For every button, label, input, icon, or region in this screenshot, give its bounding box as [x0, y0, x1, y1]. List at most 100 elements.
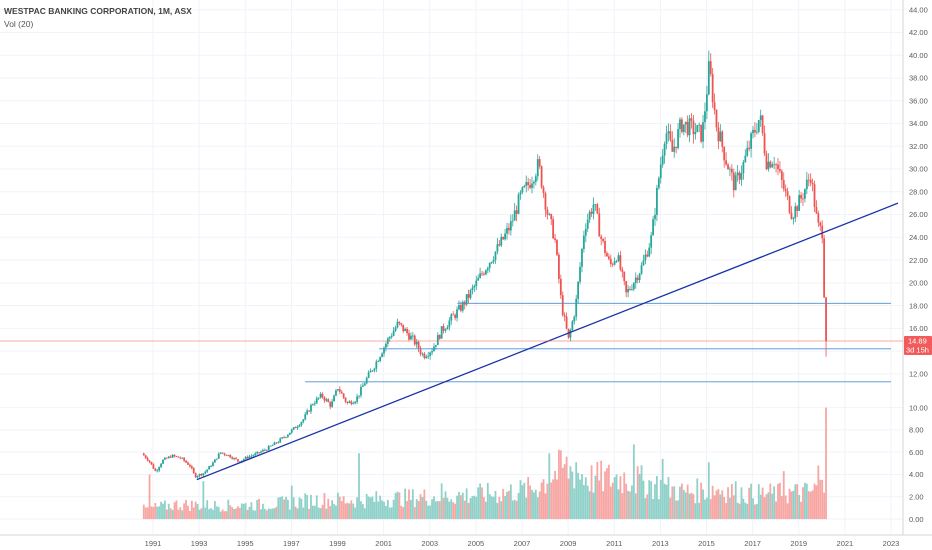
candle-body — [813, 184, 816, 208]
candle-body — [594, 204, 597, 206]
volume-bar — [705, 497, 708, 520]
volume-bar — [644, 498, 647, 520]
price-tick-label: 22.00 — [909, 256, 928, 265]
price-tick-label: 32.00 — [909, 142, 928, 151]
candle-body — [558, 254, 560, 279]
candle-body — [811, 182, 814, 185]
candle-body — [438, 335, 441, 339]
candle-body — [784, 188, 787, 192]
candle-body — [654, 214, 656, 220]
year-tick-label: 2021 — [837, 539, 854, 548]
candle-body — [679, 119, 681, 130]
volume-bar — [492, 496, 495, 520]
candle-body — [536, 159, 539, 177]
volume-bar — [552, 479, 555, 520]
candle-body — [792, 218, 795, 220]
volume-bar — [769, 483, 772, 520]
volume-bar — [606, 468, 608, 520]
candle-body — [444, 329, 447, 331]
volume-bar — [323, 493, 326, 520]
candle-body — [404, 329, 407, 332]
volume-bar — [679, 486, 681, 520]
volume-bar — [223, 511, 226, 520]
volume-bar — [212, 509, 214, 520]
trendline[interactable] — [196, 202, 899, 481]
volume-indicator-label[interactable]: Vol (20) — [4, 19, 34, 29]
time-axis[interactable]: 1991 1993 1995 1997 1999 2001 2003 2005 2007 2009… — [145, 539, 900, 548]
candle-body — [584, 228, 587, 236]
volume-bar — [742, 498, 745, 520]
candle-body — [642, 260, 645, 266]
volume-bar — [763, 497, 766, 520]
candle-body — [150, 461, 153, 465]
candle-body — [490, 261, 493, 263]
volume-bar — [294, 506, 297, 520]
volume-bar — [246, 509, 249, 520]
candle-body — [582, 235, 585, 249]
price-axis[interactable]: 12.0014.0016.0018.0020.0022.0024.0026.00… — [909, 5, 928, 378]
candle-body — [452, 314, 455, 316]
volume-bar — [148, 474, 151, 520]
price-tick-label: 40.00 — [909, 51, 928, 60]
candle-body — [656, 187, 658, 215]
candle-body — [604, 241, 606, 254]
candle-body — [621, 269, 624, 272]
candle-body — [281, 437, 284, 439]
current-price-badge-box — [904, 335, 932, 355]
candle-body — [502, 236, 505, 240]
candle-body — [673, 146, 676, 152]
volume-bar — [450, 499, 453, 520]
volume-bar — [661, 458, 664, 520]
volume-bar — [817, 465, 820, 520]
candle-body — [273, 442, 276, 446]
candle-body — [325, 399, 328, 401]
candle-body — [686, 121, 689, 136]
volume-bar — [773, 486, 776, 520]
candle-body — [221, 452, 224, 454]
candle-body — [542, 187, 545, 194]
volume-bar — [767, 492, 770, 520]
candle-body — [408, 333, 410, 340]
candle-body — [185, 460, 187, 463]
candle-body — [817, 213, 820, 223]
candle-body — [590, 211, 593, 214]
candle-body — [707, 61, 710, 95]
candle-body — [379, 356, 382, 362]
candle-body — [290, 429, 293, 433]
price-tick-label: 36.00 — [909, 96, 928, 105]
volume-bar — [173, 502, 176, 520]
candle-body — [704, 111, 706, 123]
candle-body — [754, 129, 756, 133]
volume-bar — [435, 501, 437, 520]
candle-body — [435, 345, 437, 347]
year-tick-label: 2005 — [468, 539, 485, 548]
candle-body — [271, 445, 274, 446]
volume-bar — [423, 489, 426, 520]
volume-bar — [190, 500, 193, 520]
volume-bar — [252, 510, 255, 520]
candle-body — [606, 253, 608, 257]
volume-bar — [738, 503, 741, 520]
volume-bar — [729, 497, 731, 520]
volume-bar — [150, 506, 153, 520]
year-tick-label: 1997 — [283, 539, 300, 548]
volume-bar — [584, 477, 587, 520]
volume-bar — [267, 508, 270, 520]
candle-body — [669, 131, 672, 141]
candle-body — [540, 166, 543, 188]
volume-bar — [377, 501, 380, 520]
candle-body — [809, 179, 812, 183]
candle-body — [436, 335, 439, 346]
volume-bar — [744, 502, 747, 520]
candle-body — [494, 251, 497, 260]
volume-bar — [525, 497, 528, 520]
candle-body — [381, 353, 383, 357]
candle-body — [588, 211, 591, 220]
volume-bar — [821, 479, 824, 520]
volume-bar — [217, 506, 220, 520]
volume-bar — [573, 488, 576, 520]
year-tick-label: 2003 — [421, 539, 438, 548]
price-tick-label: 30.00 — [909, 165, 928, 174]
candle-body — [517, 194, 520, 214]
